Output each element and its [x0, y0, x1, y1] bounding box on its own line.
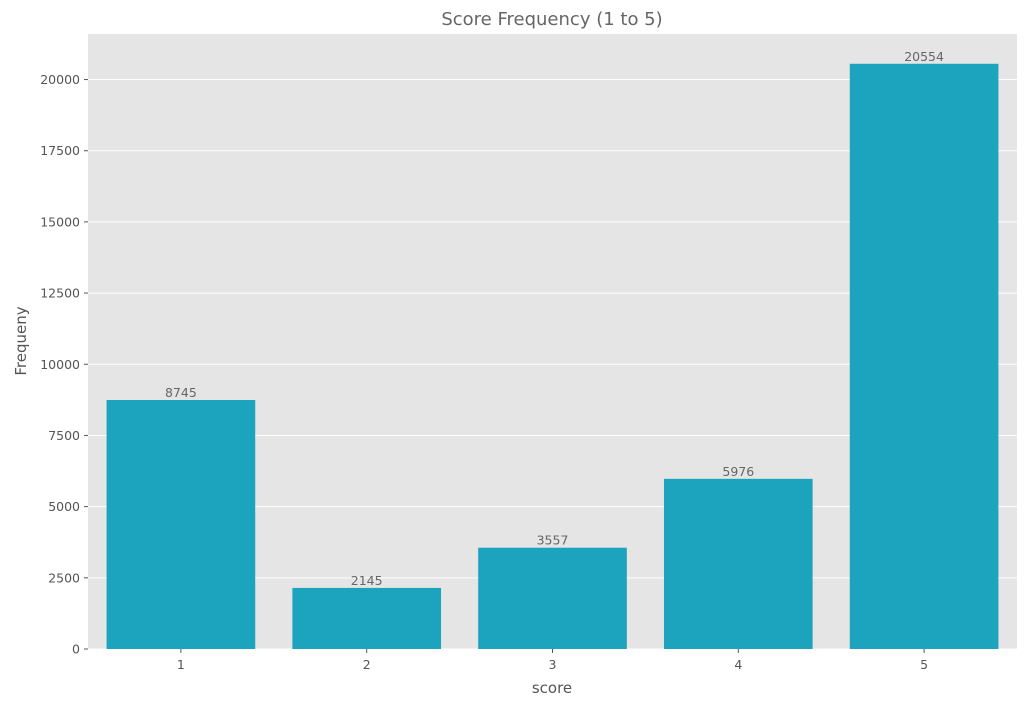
bar-score-5 — [849, 63, 999, 650]
x-tick-label: 5 — [920, 657, 928, 672]
data-label-score-5: 20554 — [904, 49, 944, 64]
y-tick-label: 0 — [72, 642, 80, 657]
y-tick-label: 10000 — [40, 357, 80, 372]
data-label-score-4: 5976 — [722, 464, 754, 479]
y-axis-ticks: 0 2500 5000 7500 10000 12500 15000 17500 20000 — [40, 72, 88, 657]
x-tick-label: 4 — [734, 657, 742, 672]
y-tick-label: 20000 — [40, 72, 80, 87]
data-label-score-2: 2145 — [351, 573, 383, 588]
y-axis-label: Frequeny — [12, 306, 30, 375]
bar-score-4 — [663, 478, 813, 649]
x-axis-label: score — [532, 679, 572, 697]
y-tick-label: 15000 — [40, 214, 80, 229]
y-tick-label: 12500 — [40, 286, 80, 301]
chart-title: Score Frequency (1 to 5) — [441, 9, 662, 30]
y-tick-label: 2500 — [48, 570, 80, 585]
y-tick-label: 5000 — [48, 499, 80, 514]
bars — [106, 63, 999, 650]
x-tick-label: 2 — [363, 657, 371, 672]
y-tick-label: 7500 — [48, 428, 80, 443]
bar-score-3 — [478, 547, 627, 649]
data-label-score-1: 8745 — [165, 385, 197, 400]
y-tick-label: 17500 — [40, 143, 80, 158]
bar-score-1 — [106, 400, 256, 649]
data-labels: 8745 2145 3557 5976 20554 — [165, 49, 944, 588]
x-tick-label: 1 — [177, 657, 185, 672]
x-axis-ticks: 1 2 3 4 5 — [177, 649, 928, 672]
data-label-score-3: 3557 — [537, 533, 569, 548]
bar-score-2 — [292, 587, 442, 649]
x-tick-label: 3 — [549, 657, 557, 672]
